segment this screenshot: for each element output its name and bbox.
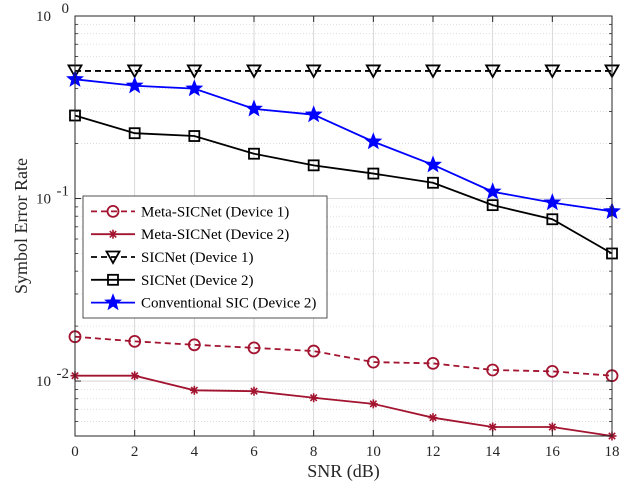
data-point [187, 338, 201, 352]
y-tick-exponent: -1 [57, 184, 70, 200]
asterisk-stroke [109, 230, 117, 238]
data-point [245, 64, 263, 79]
asterisk-stroke [488, 423, 497, 431]
legend-item: Meta-SICNet (Device 1) [91, 204, 289, 220]
data-point [189, 385, 199, 395]
asterisk-stroke [429, 413, 437, 422]
data-point [128, 334, 142, 348]
asterisk-stroke [130, 371, 139, 380]
series-line [74, 114, 613, 255]
x-tick-label: 8 [310, 444, 318, 460]
series-5 [66, 69, 621, 220]
data-point [307, 159, 320, 172]
data-point [188, 130, 201, 142]
data-point [546, 213, 559, 226]
legend-label: Meta-SICNet (Device 2) [141, 227, 289, 243]
legend-label: SICNet (Device 1) [141, 250, 253, 266]
legend-label: SICNet (Device 2) [141, 273, 253, 289]
legend-marker [108, 229, 118, 239]
asterisk-stroke [309, 394, 318, 402]
legend-marker [107, 273, 119, 286]
data-point [488, 422, 498, 432]
data-point [245, 99, 263, 117]
data-point [126, 64, 143, 79]
asterisk-stroke [250, 387, 258, 395]
x-axis-label: SNR (dB) [307, 461, 380, 482]
data-point [543, 193, 562, 211]
x-tick-label: 18 [605, 444, 620, 460]
legend-item: Meta-SICNet (Device 2) [91, 227, 289, 243]
data-point [428, 413, 438, 423]
data-point [186, 64, 203, 79]
legend-label: Conventional SIC (Device 2) [141, 296, 316, 312]
data-point [424, 64, 442, 79]
legend-marker [106, 204, 120, 218]
data-point [247, 341, 261, 355]
data-point [545, 364, 559, 378]
data-point [486, 363, 500, 377]
data-point [424, 155, 442, 173]
data-point [365, 64, 382, 79]
legend-label: Meta-SICNet (Device 1) [141, 204, 289, 220]
data-point [130, 371, 140, 381]
legend-item: Conventional SIC (Device 2) [91, 293, 316, 312]
data-point [249, 386, 259, 396]
x-tick-label: 0 [71, 444, 79, 460]
data-point [304, 105, 323, 123]
data-point [125, 76, 144, 94]
x-tick-label: 12 [426, 444, 441, 460]
y-axis-label: Symbol Error Rate [11, 158, 31, 294]
plot-frame [74, 15, 613, 437]
series-line [74, 78, 613, 213]
x-tick-label: 16 [545, 444, 561, 460]
asterisk-stroke [369, 400, 378, 408]
legend-item: SICNet (Device 2) [91, 273, 253, 289]
asterisk-stroke [190, 386, 199, 395]
legend: Meta-SICNet (Device 1) Meta-SICNet (Devic… [82, 195, 328, 319]
data-point [366, 355, 380, 369]
data-point [483, 182, 502, 200]
series-2 [70, 371, 617, 441]
series-3 [66, 64, 621, 79]
data-point [486, 199, 499, 212]
y-tick-exponent: 0 [62, 1, 70, 17]
data-point [426, 356, 440, 370]
axes: 10 0 10 -1 10 -2 0 2 4 6 8 10 12 14 16 18 [36, 1, 620, 460]
data-point [427, 176, 439, 189]
data-point [368, 399, 378, 409]
data-point [185, 79, 204, 97]
data-point [248, 147, 260, 160]
x-tick-label: 14 [485, 444, 501, 460]
data-point [307, 344, 321, 358]
series-line [75, 374, 613, 437]
x-tick-label: 2 [131, 444, 139, 460]
data-point [367, 167, 380, 180]
x-tick-label: 6 [250, 444, 258, 460]
legend-item: SICNet (Device 1) [91, 250, 253, 266]
data-point [484, 64, 501, 79]
data-point [309, 393, 319, 403]
data-point [364, 132, 383, 150]
legend-marker [104, 293, 122, 311]
data-point [128, 127, 141, 140]
y-tick-label: 10 [36, 9, 51, 25]
y-tick-label: 10 [36, 374, 51, 390]
y-tick-exponent: -2 [57, 366, 70, 382]
y-tick-label: 10 [36, 192, 51, 208]
data-point [305, 64, 322, 79]
asterisk-stroke [548, 423, 557, 431]
x-tick-label: 4 [191, 444, 199, 460]
x-tick-label: 10 [366, 444, 381, 460]
legend-marker [104, 250, 122, 265]
data-point [544, 64, 561, 79]
